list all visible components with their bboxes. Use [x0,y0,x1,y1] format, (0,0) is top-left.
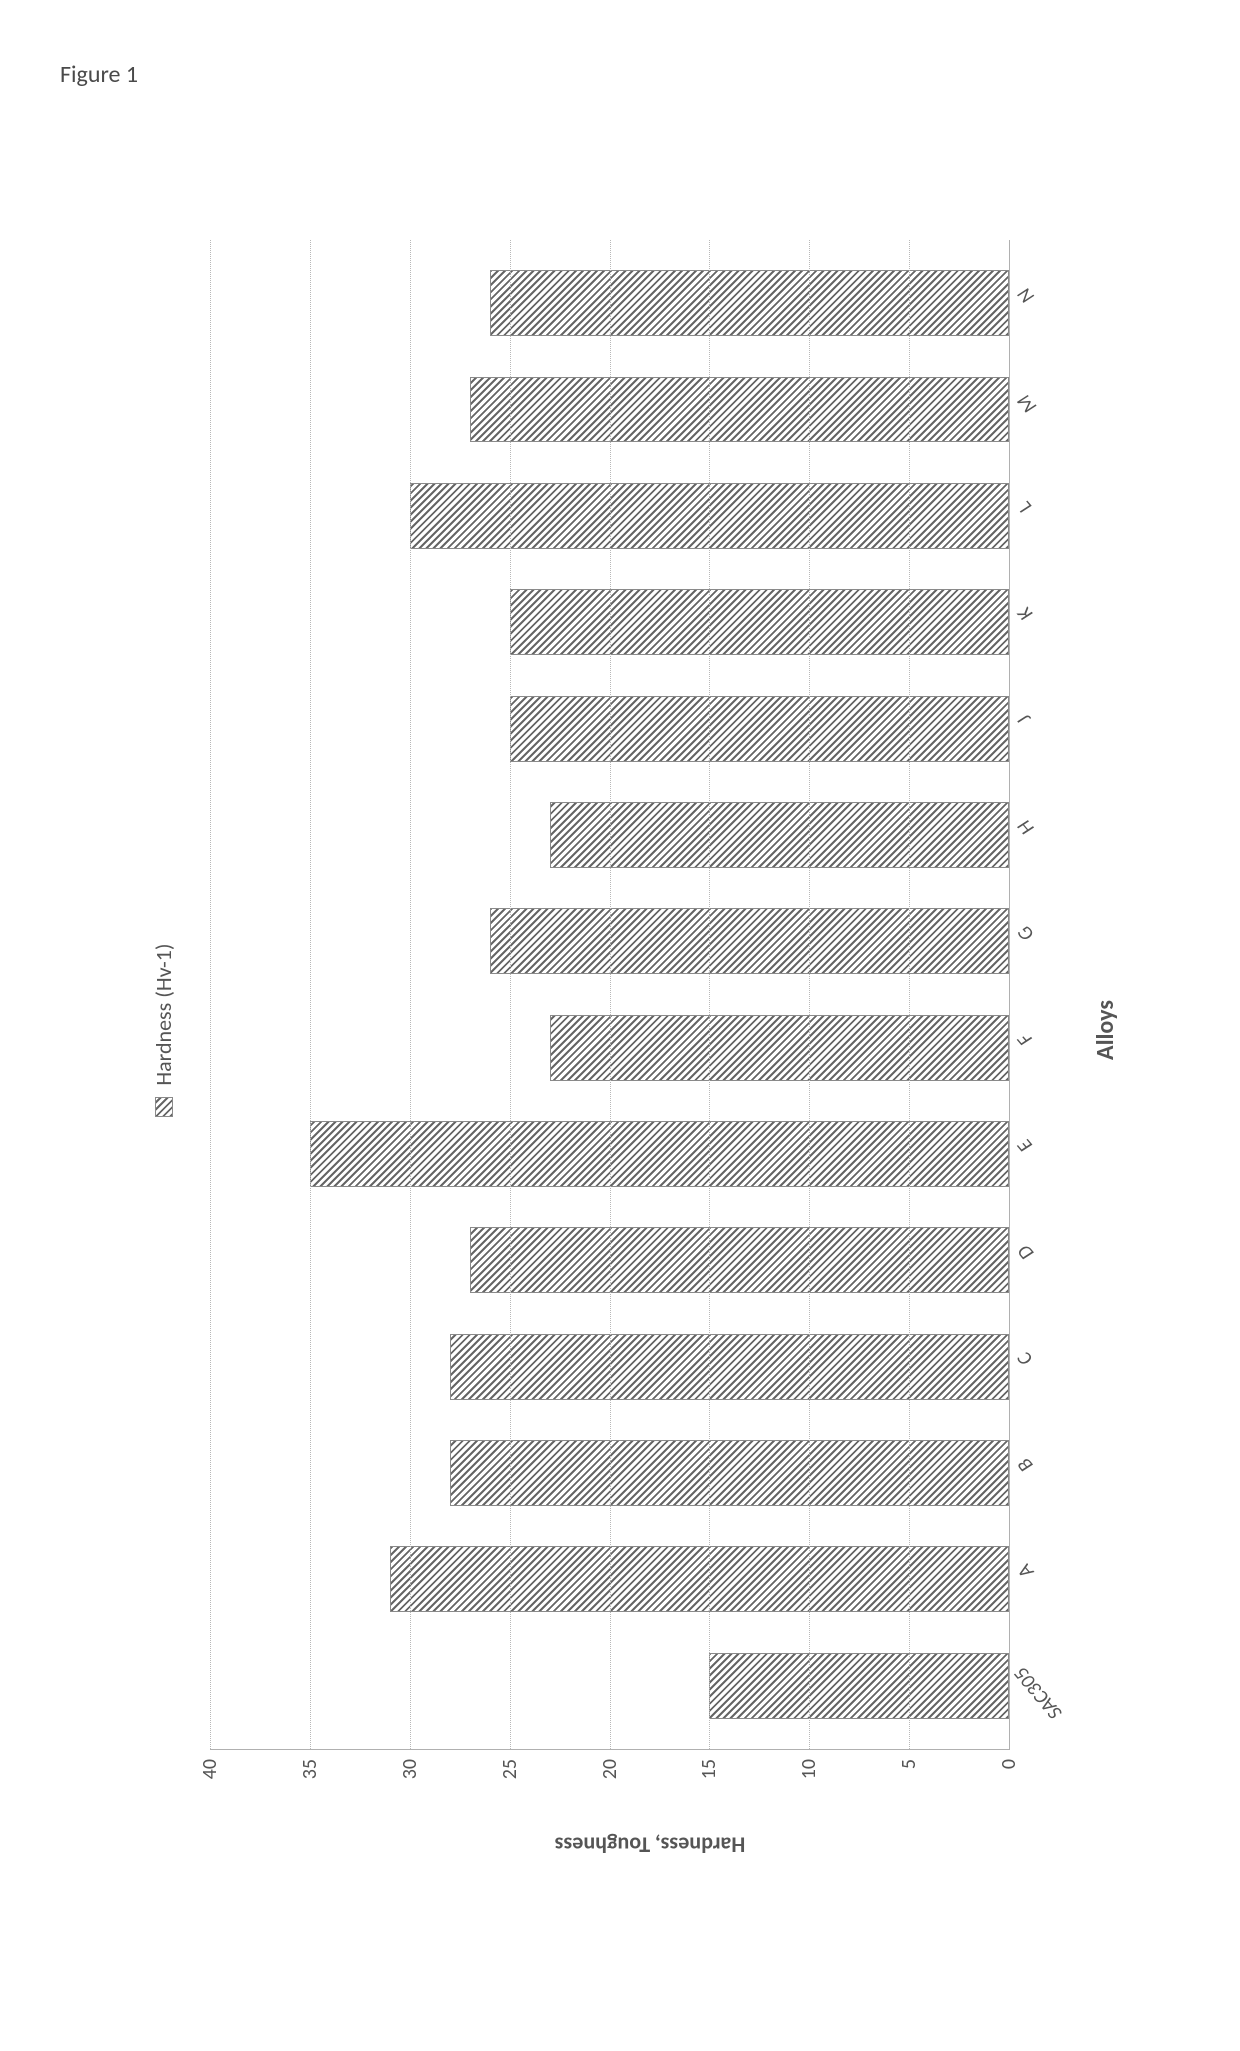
x-tick-label: L [1013,496,1037,518]
x-tick-label: A [1013,1559,1039,1583]
bar [550,802,1009,868]
grid-line [809,240,810,1749]
grid-line [410,240,411,1749]
x-tick-label: B [1013,1453,1038,1477]
y-tick-label: 20 [598,1759,622,1809]
grid-line [610,240,611,1749]
x-tick-label: SAC305 [1010,1662,1068,1724]
bar [490,908,1009,974]
y-tick-label: 30 [398,1759,422,1809]
bar [510,696,1009,762]
bar [390,1547,1009,1613]
y-axis-title: Hardness, Toughness [555,1832,745,1859]
y-tick-label: 10 [797,1759,821,1809]
bar [550,1015,1009,1081]
grid-line [909,240,910,1749]
y-tick-label: 0 [997,1759,1021,1809]
bar [510,589,1009,655]
x-tick-label: G [1013,921,1040,946]
y-tick-label: 25 [498,1759,522,1809]
x-tick-label: M [1012,389,1041,418]
y-tick-label: 40 [198,1759,222,1809]
x-tick-label: H [1013,815,1039,840]
legend-swatch-icon [155,1097,173,1117]
y-tick-label: 15 [697,1759,721,1809]
bar [470,377,1009,443]
chart-container-rotated: Hardness (Hv-1) Hardness, Toughness SAC3… [150,180,1150,1880]
figure-label: Figure 1 [60,60,138,89]
legend-label: Hardness (Hv-1) [150,943,177,1085]
bar [450,1334,1009,1400]
grid-line [310,240,311,1749]
x-tick-label: E [1013,1134,1038,1157]
x-axis-title: Alloys [1091,180,1120,1880]
y-tick-label: 5 [897,1759,921,1809]
hardness-bar-chart: Hardness (Hv-1) Hardness, Toughness SAC3… [150,180,1150,1880]
x-tick-label: C [1013,1347,1038,1370]
chart-legend: Hardness (Hv-1) [150,180,177,1880]
bar [709,1653,1009,1719]
bar [490,270,1009,336]
x-tick-label: K [1013,602,1038,625]
x-tick-label: J [1013,709,1035,729]
bar [310,1121,1009,1187]
plot-area: SAC305ABCDEFGHJKLMN 0510152025303540 [210,240,1010,1750]
page: Figure 1 Hardness (Hv-1) Hardness, Tough… [0,0,1240,2051]
x-tick-label: N [1013,283,1040,308]
grid-line [510,240,511,1749]
grid-line [709,240,710,1749]
grid-line [210,240,211,1749]
x-tick-label: D [1013,1240,1039,1265]
bar [450,1440,1009,1506]
bar [470,1227,1009,1293]
y-tick-label: 35 [298,1759,322,1809]
x-tick-label: F [1013,1028,1037,1050]
